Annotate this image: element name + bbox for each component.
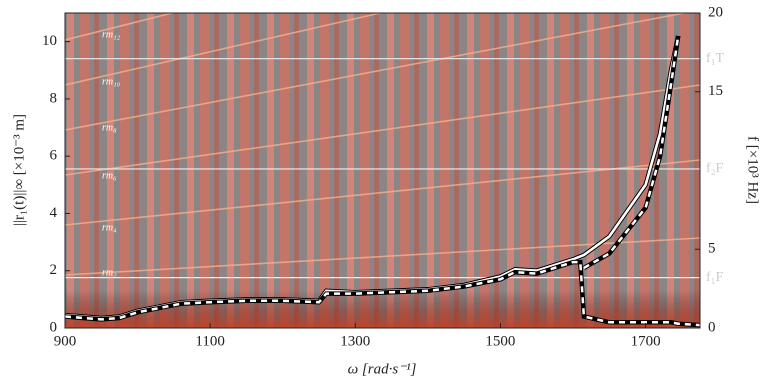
- x-tick-label: 900: [54, 333, 77, 349]
- harmonic-line: [65, 159, 700, 226]
- harmonic-label: rm₁₂: [102, 29, 121, 40]
- plot-frame: [64, 12, 701, 329]
- y2-tick-label: 15: [708, 83, 723, 99]
- harmonic-label: rm₁₀: [102, 76, 121, 87]
- series-line-dash: [583, 35, 680, 269]
- y2-axis-label: f [×10³ Hz]: [745, 136, 761, 204]
- x-tick-label: 1100: [195, 333, 224, 349]
- harmonic-label: rm₆: [102, 170, 117, 181]
- reference-label: f₁F: [706, 270, 724, 285]
- harmonic-label: rm₄: [102, 222, 117, 233]
- y-tick-label: 4: [50, 205, 58, 221]
- y-axis-label: ||r₁(t)||∞ [×10⁻³ m]: [11, 114, 27, 226]
- spectrogram-floor: [65, 290, 700, 328]
- harmonic-label: rm₈: [102, 122, 117, 133]
- y-tick-label: 6: [50, 148, 58, 164]
- y-tick-label: 2: [50, 262, 58, 278]
- plot-area: [65, 13, 700, 328]
- reference-label: f₁T: [706, 51, 725, 66]
- y2-tick-label: 5: [708, 241, 716, 257]
- y-tick-label: 0: [50, 319, 58, 335]
- harmonic-line: [65, 237, 700, 276]
- harmonic-line: [65, 13, 384, 86]
- x-tick-label: 1500: [485, 333, 515, 349]
- y2-tick-label: 20: [708, 4, 723, 20]
- harmonic-line: [65, 13, 689, 131]
- harmonic-line: [65, 84, 700, 176]
- harmonic-label: rm₂: [102, 267, 117, 278]
- reference-label: f₂F: [706, 161, 724, 176]
- x-tick-label: 1300: [340, 333, 370, 349]
- y-tick-label: 10: [42, 33, 57, 49]
- x-axis-label: ω [rad·s⁻¹]: [348, 361, 417, 377]
- y-tick-label: 8: [50, 90, 58, 106]
- y2-tick-label: 0: [708, 319, 716, 335]
- series-line-dash: [65, 260, 700, 327]
- x-tick-label: 1700: [631, 333, 661, 349]
